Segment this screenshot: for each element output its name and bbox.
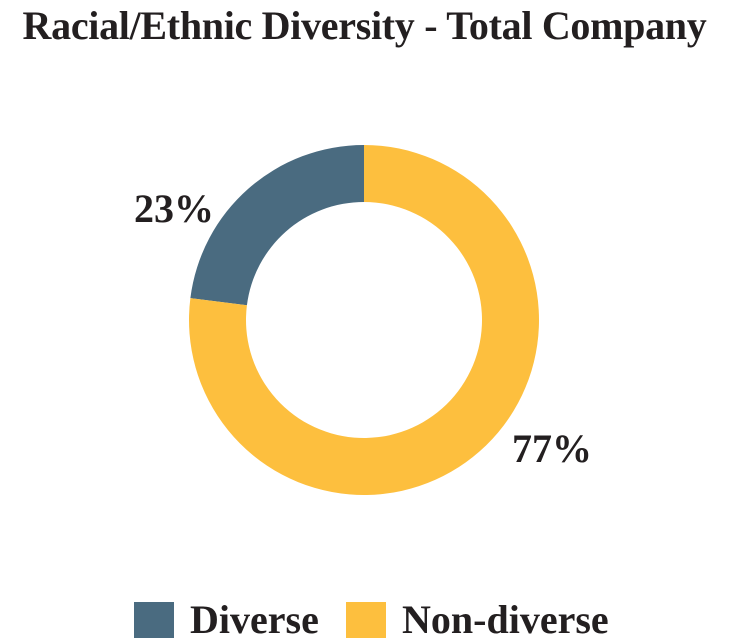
donut-slice-diverse — [190, 145, 364, 306]
legend-swatch-non-diverse — [346, 602, 386, 638]
chart-title: Racial/Ethnic Diversity - Total Company — [22, 3, 707, 48]
donut-chart: 23% 77% — [134, 145, 592, 495]
slice-label-diverse: 23% — [134, 186, 214, 231]
slice-label-non-diverse: 77% — [512, 426, 592, 471]
chart-legend: Diverse Non-diverse — [0, 597, 729, 642]
legend-label-diverse: Diverse — [190, 597, 319, 642]
donut-slice-non-diverse — [189, 145, 539, 495]
donut-slices — [189, 145, 539, 495]
legend-swatch-diverse — [134, 602, 174, 638]
legend-label-non-diverse: Non-diverse — [402, 597, 609, 642]
